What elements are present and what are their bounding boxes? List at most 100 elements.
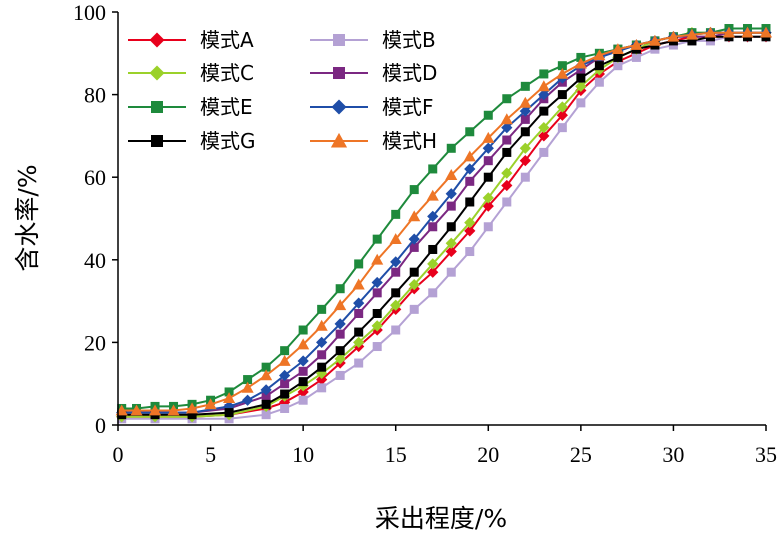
- data-point: [352, 278, 365, 290]
- data-point: [408, 233, 420, 245]
- series-layer: [115, 24, 773, 424]
- legend-label: 模式E: [200, 95, 253, 119]
- data-point: [445, 245, 457, 258]
- data-point: [409, 267, 419, 277]
- data-point: [446, 267, 456, 277]
- data-point: [446, 143, 456, 153]
- data-point: [464, 225, 476, 237]
- data-point: [482, 131, 495, 143]
- y-tick-label: 80: [84, 83, 106, 108]
- data-point: [130, 404, 143, 416]
- data-point: [483, 172, 493, 182]
- series-1: [116, 31, 772, 423]
- data-point: [502, 94, 512, 104]
- data-point: [353, 336, 365, 349]
- legend-label: 模式H: [382, 129, 437, 153]
- legend-item: 模式A: [128, 28, 254, 52]
- data-point: [519, 96, 532, 108]
- series-8: [115, 26, 773, 416]
- data-point: [483, 222, 493, 232]
- data-point: [427, 210, 439, 223]
- data-point: [335, 370, 345, 380]
- data-point: [539, 106, 549, 116]
- data-point: [372, 308, 382, 318]
- data-point: [482, 192, 494, 204]
- data-point: [426, 189, 439, 201]
- legend-marker: [333, 34, 345, 46]
- data-point: [261, 399, 271, 409]
- y-tick-label: 40: [84, 248, 106, 273]
- data-point: [261, 410, 271, 420]
- legend-label: 模式D: [382, 61, 437, 85]
- data-point: [279, 369, 291, 382]
- series-2: [117, 32, 771, 424]
- data-point: [482, 200, 494, 212]
- data-point: [594, 77, 604, 87]
- data-point: [391, 209, 401, 219]
- legend-label: 模式A: [200, 28, 254, 52]
- data-point: [501, 122, 513, 134]
- data-point: [408, 210, 421, 222]
- data-point: [464, 163, 476, 175]
- legend-marker: [330, 132, 348, 148]
- data-point: [722, 26, 736, 38]
- data-point: [389, 233, 402, 245]
- data-point: [187, 410, 197, 420]
- data-point: [335, 346, 345, 356]
- data-point: [482, 142, 494, 154]
- data-point: [241, 394, 254, 406]
- data-point: [298, 377, 308, 387]
- series-3: [116, 27, 772, 423]
- legend-label: 模式F: [382, 95, 434, 119]
- series-4: [117, 28, 771, 418]
- data-point: [428, 164, 438, 174]
- data-point: [613, 52, 623, 62]
- legend-item: 模式G: [128, 129, 256, 153]
- legend-label: 模式G: [200, 129, 256, 153]
- data-point: [445, 237, 457, 249]
- data-point: [371, 253, 384, 265]
- legend-item: 模式F: [310, 95, 434, 119]
- data-point: [390, 299, 402, 311]
- data-point: [557, 90, 567, 100]
- data-point: [354, 308, 364, 318]
- data-point: [334, 318, 346, 330]
- data-point: [317, 362, 327, 372]
- data-point: [409, 304, 419, 314]
- y-tick-label: 100: [73, 0, 106, 25]
- y-axis-title: 含水率/%: [13, 164, 42, 271]
- data-point: [537, 80, 550, 92]
- data-point: [409, 242, 419, 252]
- data-point: [741, 26, 754, 38]
- data-point: [538, 122, 550, 134]
- x-tick-label: 0: [113, 442, 124, 467]
- data-point: [538, 88, 550, 101]
- y-tick-label: 0: [95, 413, 106, 438]
- x-axis-title: 采出程度/%: [375, 504, 507, 533]
- data-point: [519, 155, 531, 167]
- data-point: [298, 395, 308, 405]
- data-point: [502, 197, 512, 207]
- data-point: [445, 188, 457, 200]
- x-tick-label: 10: [292, 442, 314, 467]
- data-point: [372, 288, 382, 298]
- data-point: [556, 67, 569, 79]
- series-line: [121, 31, 766, 414]
- data-point: [391, 288, 401, 298]
- data-point: [224, 408, 234, 418]
- data-point: [428, 244, 438, 254]
- data-point: [539, 147, 549, 157]
- data-point: [557, 123, 567, 133]
- data-point: [427, 266, 439, 278]
- legend-label: 模式B: [382, 28, 436, 52]
- legend-item: 模式B: [310, 28, 436, 52]
- data-point: [465, 127, 475, 137]
- data-point: [260, 384, 272, 396]
- data-point: [520, 81, 530, 91]
- data-point: [520, 127, 530, 137]
- data-point: [280, 403, 290, 413]
- data-point: [465, 247, 475, 257]
- data-point: [502, 147, 512, 157]
- data-point: [556, 101, 568, 113]
- data-point: [630, 38, 643, 50]
